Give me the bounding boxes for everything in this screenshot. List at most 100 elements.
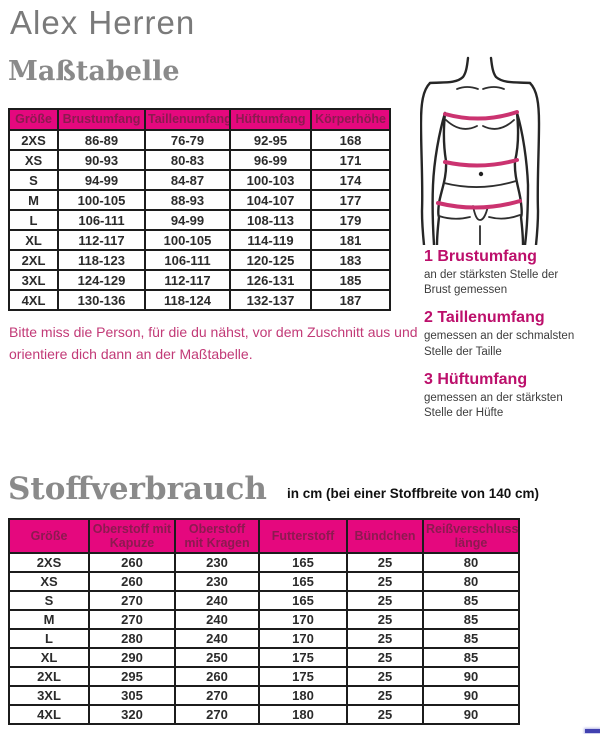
fabric-table-header-row: Größe Oberstoff mit Kapuze Oberstoff mit K… (8, 518, 520, 554)
table-cell: 180 (258, 704, 348, 725)
table-cell: 260 (174, 666, 260, 687)
torso-outline (428, 56, 470, 85)
table-cell: 240 (174, 628, 260, 649)
table-cell: XS (8, 571, 90, 592)
table-cell: 94-99 (144, 209, 231, 231)
table-cell: 280 (88, 628, 176, 649)
table-row: 3XL 124-129 112-117 126-131 185 (8, 269, 391, 291)
clavicle-lines (456, 86, 479, 90)
table-cell: 25 (346, 704, 424, 725)
chest-arcs (445, 119, 478, 130)
legend-desc: an der stärksten Stelle der Brust gemess… (424, 269, 559, 297)
table-cell: 85 (422, 609, 520, 630)
table-cell: 100-105 (57, 189, 146, 211)
stoffverbrauch-heading: Stoffverbrauch (8, 471, 267, 507)
table-cell: 94-99 (57, 169, 146, 191)
table-cell: XS (8, 149, 59, 171)
table-cell: 270 (88, 590, 176, 611)
table-cell: 112-117 (57, 229, 146, 251)
table-cell: 174 (310, 169, 391, 191)
table-cell: 90 (422, 704, 520, 725)
column-header: Brustumfang (57, 108, 146, 131)
table-cell: 187 (310, 289, 391, 311)
table-cell: XL (8, 229, 59, 251)
column-header: Oberstoff mit Kragen (174, 518, 260, 554)
table-cell: 260 (88, 571, 176, 592)
fabric-table: Größe Oberstoff mit Kapuze Oberstoff mit K… (8, 518, 520, 725)
table-cell: 80 (422, 571, 520, 592)
table-cell: 84-87 (144, 169, 231, 191)
table-cell: 104-107 (229, 189, 312, 211)
table-cell: 320 (88, 704, 176, 725)
table-cell: 90 (422, 685, 520, 706)
table-cell: 240 (174, 609, 260, 630)
briefs-hem (438, 215, 471, 220)
legend-desc: gemessen an der schmalsten Stelle der Ta… (424, 330, 575, 358)
table-cell: 76-79 (144, 129, 231, 151)
legend-item-taillenumfang: 2 Taillenumfang gemessen an der schmalst… (424, 309, 582, 359)
table-cell: 85 (422, 628, 520, 649)
table-cell: 25 (346, 609, 424, 630)
table-cell: 170 (258, 609, 348, 630)
column-header: Bündchen (346, 518, 424, 554)
table-cell: 25 (346, 647, 424, 668)
table-cell: 175 (258, 666, 348, 687)
table-cell: 2XL (8, 249, 59, 271)
table-cell: 25 (346, 590, 424, 611)
legend-title: 2 Taillenumfang (424, 309, 545, 327)
table-cell: 120-125 (229, 249, 312, 271)
table-cell: 270 (88, 609, 176, 630)
table-row: XL 290 250 175 25 85 (8, 647, 520, 668)
measurement-note: Bitte miss die Person, für die du nähst,… (9, 322, 429, 365)
legend-title: 1 Brustumfang (424, 248, 537, 265)
column-header: Reißverschluss länge (422, 518, 520, 554)
crotch-curve (472, 205, 489, 221)
table-row: XL 112-117 100-105 114-119 181 (8, 229, 391, 251)
table-cell: 170 (258, 628, 348, 649)
table-cell: 132-137 (229, 289, 312, 311)
table-cell: 100-105 (144, 229, 231, 251)
table-row: 4XL 320 270 180 25 90 (8, 704, 520, 725)
column-header: Körperhöhe (310, 108, 391, 131)
size-table: Größe Brustumfang Taillenumfang Hüftumfang K… (8, 108, 391, 311)
table-cell: 130-136 (57, 289, 146, 311)
table-cell: 171 (310, 149, 391, 171)
table-cell: 88-93 (144, 189, 231, 211)
navel-dot (478, 171, 484, 177)
table-row: XS 90-93 80-83 96-99 171 (8, 149, 391, 171)
table-cell: 118-123 (57, 249, 146, 271)
table-cell: 96-99 (229, 149, 312, 171)
legend-desc: gemessen an der stärksten Stelle der Hüf… (424, 391, 563, 419)
table-cell: 114-119 (229, 229, 312, 251)
table-cell: 2XS (8, 129, 59, 151)
table-cell: 177 (310, 189, 391, 211)
table-cell: 260 (88, 552, 176, 573)
table-cell: XL (8, 647, 90, 668)
table-cell: 165 (258, 571, 348, 592)
table-cell: 85 (422, 647, 520, 668)
table-cell: 180 (258, 685, 348, 706)
table-row: XS 260 230 165 25 80 (8, 571, 520, 592)
table-cell: 165 (258, 590, 348, 611)
table-cell: 100-103 (229, 169, 312, 191)
table-cell: 80-83 (144, 149, 231, 171)
table-cell: 124-129 (57, 269, 146, 291)
table-cell: 4XL (8, 289, 59, 311)
table-cell: 183 (310, 249, 391, 271)
table-cell: S (8, 590, 90, 611)
column-header: Hüftumfang (229, 108, 312, 131)
table-cell: 295 (88, 666, 176, 687)
hip-measure-line (436, 199, 522, 210)
waist-measure-line (443, 158, 519, 168)
table-cell: 90 (422, 666, 520, 687)
table-cell: 175 (258, 647, 348, 668)
table-cell: 230 (174, 571, 260, 592)
table-cell: 3XL (8, 685, 90, 706)
table-cell: 85 (422, 590, 520, 611)
table-cell: 270 (174, 685, 260, 706)
table-row: S 94-99 84-87 100-103 174 (8, 169, 391, 191)
legend-item-hueftumfang: 3 Hüftumfang gemessen an der stärksten S… (424, 371, 582, 421)
table-cell: L (8, 209, 59, 231)
stoffverbrauch-heading-row: Stoffverbrauch in cm (bei einer Stoffbre… (8, 474, 539, 505)
